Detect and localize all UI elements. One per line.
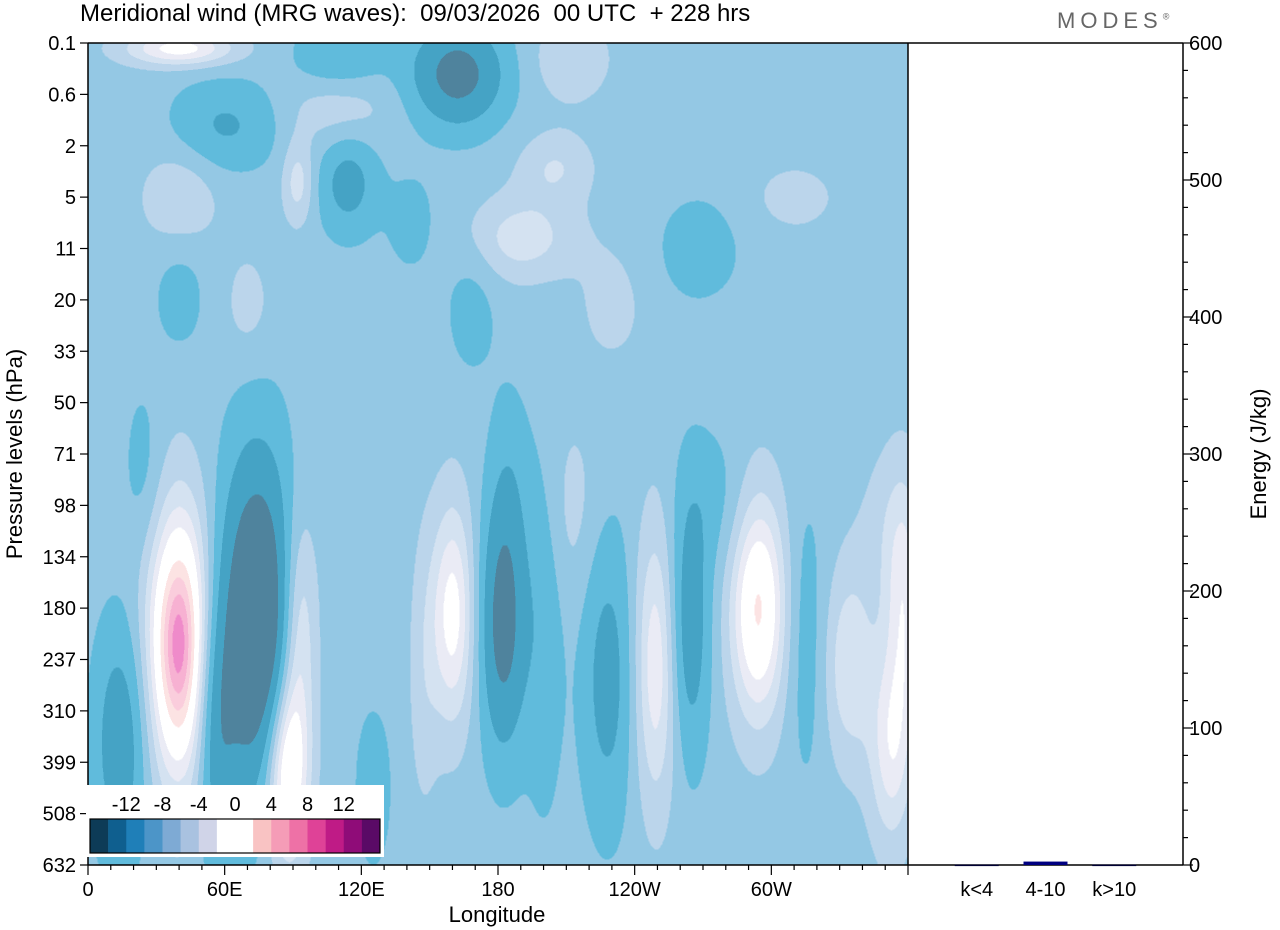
colorbar-label: 0 — [229, 794, 240, 816]
x-axis-label: Longitude — [449, 902, 546, 927]
x-tick-label: 60E — [207, 879, 243, 901]
y-tick-label: 508 — [43, 804, 76, 826]
energy-tick-label: 500 — [1189, 170, 1222, 192]
colorbar-swatch — [144, 819, 163, 853]
chart-title: Meridional wind (MRG waves): 09/03/2026 … — [80, 0, 751, 27]
x-tick-label: 120E — [338, 879, 385, 901]
y-tick-label: 0.6 — [48, 84, 76, 106]
energy-tick-label: 600 — [1189, 33, 1222, 55]
colorbar-label: 12 — [333, 794, 355, 816]
y-tick-label: 180 — [43, 598, 76, 620]
energy-category-label: 4-10 — [1025, 879, 1065, 901]
colorbar: -12 -8 -4 0 4 8 12 — [86, 785, 384, 857]
colorbar-swatch — [216, 819, 236, 853]
y-axis-label: Pressure levels (hPa) — [2, 349, 27, 559]
x-tick-label: 60W — [751, 879, 792, 901]
colorbar-label: -12 — [112, 794, 141, 816]
energy-bars: 0 100 200 300 400 500 600 Energy (J/kg) k<4 4-10 k… — [954, 33, 1271, 901]
y-tick-label: 134 — [43, 547, 76, 569]
y-tick-label: 399 — [43, 752, 76, 774]
colorbar-label: 8 — [302, 794, 313, 816]
energy-tick-label: 200 — [1189, 581, 1222, 603]
y-tick-label: 71 — [54, 444, 76, 466]
logo-registered-mark: ® — [1162, 11, 1170, 22]
colorbar-swatch — [198, 819, 218, 853]
colorbar-swatch — [289, 819, 308, 853]
y-tick-label: 33 — [54, 341, 76, 363]
energy-category-label: k>10 — [1092, 879, 1136, 901]
y-tick-label: 11 — [55, 239, 76, 261]
energy-tick-label: 300 — [1189, 444, 1222, 466]
y-tick-label: 237 — [43, 650, 76, 672]
colorbar-swatch — [307, 819, 326, 853]
colorbar-swatch — [361, 819, 381, 853]
energy-tick-label: 100 — [1189, 718, 1222, 740]
y-tick-label: 20 — [54, 290, 76, 312]
colorbar-swatch — [126, 819, 145, 853]
colorbar-label: -8 — [154, 794, 172, 816]
colorbar-swatch — [90, 819, 109, 853]
contour-field — [88, 43, 908, 865]
energy-axis-label: Energy (J/kg) — [1246, 389, 1271, 520]
y-tick-label: 0.1 — [48, 33, 76, 55]
energy-tick-label: 400 — [1189, 307, 1222, 329]
energy-bar — [1023, 861, 1068, 865]
colorbar-swatch — [180, 819, 200, 853]
colorbar-frame — [89, 818, 381, 854]
energy-category-label: k<4 — [960, 879, 993, 901]
y-tick-label: 310 — [43, 701, 76, 723]
colorbar-label: -4 — [190, 794, 208, 816]
colorbar-swatch — [325, 819, 345, 853]
energy-bar — [1092, 864, 1137, 867]
colorbar-swatch — [108, 819, 127, 853]
y-tick-label: 632 — [43, 855, 76, 877]
energy-tick-label: 0 — [1189, 855, 1200, 877]
y-tick-label: 50 — [54, 393, 76, 415]
axes: 0.1 0.6 2 5 11 20 33 50 71 98 134 180 237 310 399 508 63… — [2, 33, 1184, 927]
colorbar-swatch — [343, 819, 363, 853]
x-tick-label: 180 — [481, 879, 514, 901]
x-tick-label: 0 — [82, 879, 93, 901]
colorbar-label: 4 — [266, 794, 277, 816]
x-tick-label: 120W — [609, 879, 661, 901]
y-tick-label: 98 — [54, 495, 76, 517]
y-tick-label: 2 — [65, 136, 76, 158]
contour-image — [88, 43, 908, 865]
logo-text: MODES — [1057, 8, 1163, 33]
colorbar-swatch — [162, 819, 181, 853]
colorbar-swatch — [253, 819, 272, 853]
colorbar-swatch — [235, 819, 254, 853]
energy-bar — [954, 864, 999, 867]
colorbar-swatch — [271, 819, 290, 853]
y-tick-label: 5 — [65, 187, 76, 209]
modes-logo: MODES® — [1057, 8, 1169, 34]
